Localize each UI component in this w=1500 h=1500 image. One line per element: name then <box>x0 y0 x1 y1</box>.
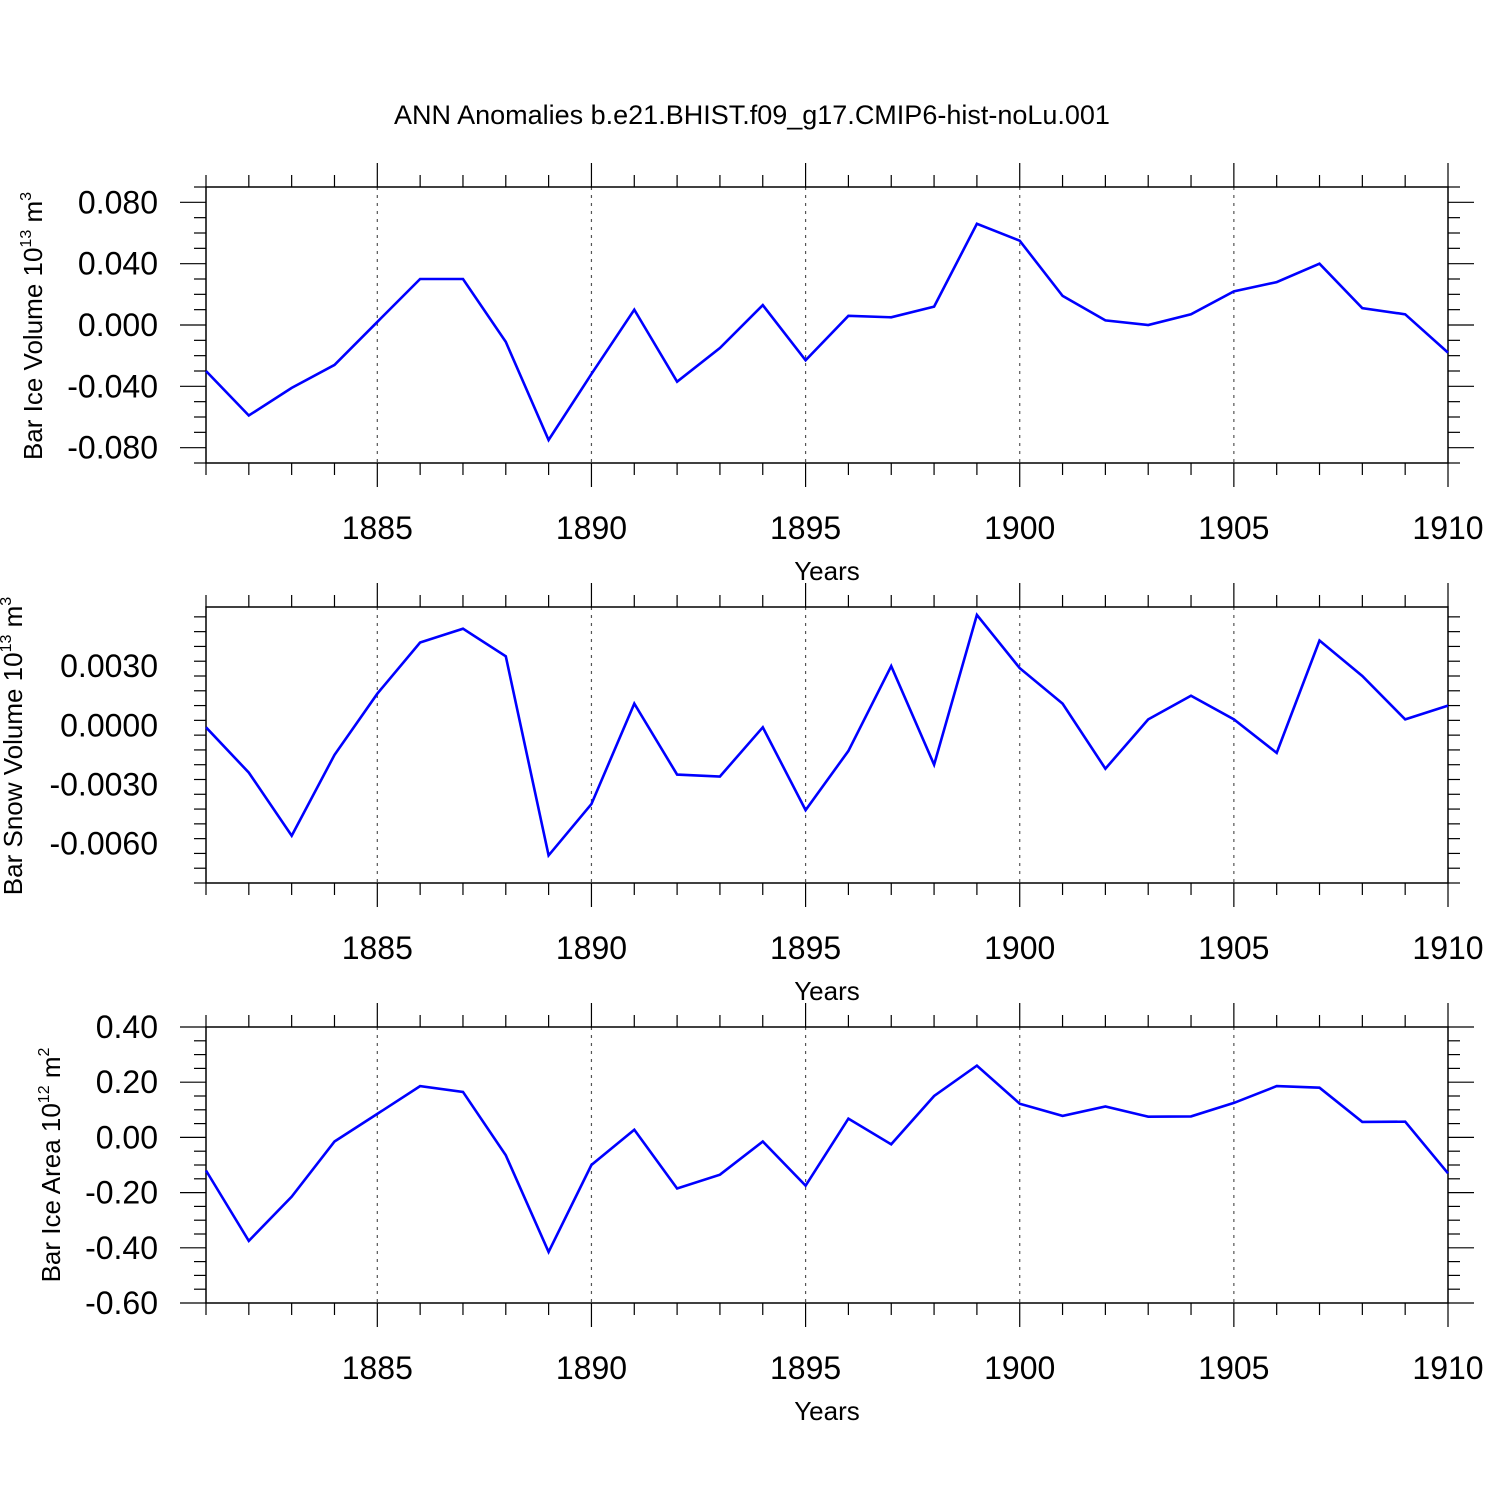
x-tick-label: 1910 <box>1412 510 1483 546</box>
chart-title: ANN Anomalies b.e21.BHIST.f09_g17.CMIP6-… <box>394 100 1110 130</box>
x-tick-label: 1890 <box>556 1350 627 1386</box>
y-tick-label: 0.0000 <box>60 707 158 743</box>
svg-text:Bar Ice Area 1012 m2: Bar Ice Area 1012 m2 <box>36 1047 66 1282</box>
panel-ice-volume: Bar Ice Volume 1013 m3 Years 1885 1890 189… <box>18 163 1484 586</box>
y-tick-label: 0.40 <box>96 1009 158 1045</box>
y-tick-label: 0.040 <box>78 246 158 282</box>
x-tick-label: 1900 <box>984 930 1055 966</box>
x-tick-label: 1895 <box>770 1350 841 1386</box>
plot-frame <box>205 606 1449 884</box>
y-tick-label: 0.0030 <box>60 648 158 684</box>
y-axis-label: Bar Snow Volume 1013 m3 <box>0 597 28 896</box>
svg-text:Bar Snow Volume 1013 m3: Bar Snow Volume 1013 m3 <box>0 597 28 896</box>
series-line <box>205 222 1449 443</box>
y-tick-label: 0.00 <box>96 1119 158 1155</box>
x-tick-label: 1900 <box>984 510 1055 546</box>
y-tick-label: -0.080 <box>67 430 158 466</box>
x-tick-label: 1885 <box>342 1350 413 1386</box>
x-tick-label: 1895 <box>770 930 841 966</box>
y-tick-label: 0.20 <box>96 1064 158 1100</box>
panel-ice-area: Bar Ice Area 1012 m2 Years 1885 1890 1895 1… <box>36 1003 1484 1426</box>
y-tick-label: -0.40 <box>85 1230 158 1266</box>
y-tick-label: 0.000 <box>78 307 158 343</box>
y-tick-label: -0.0030 <box>49 766 158 802</box>
x-tick-label: 1885 <box>342 510 413 546</box>
y-axis-label: Bar Ice Volume 1013 m3 <box>18 192 48 460</box>
x-tick-label: 1890 <box>556 510 627 546</box>
x-axis-label: Years <box>794 976 860 1006</box>
y-tick-label: -0.20 <box>85 1175 158 1211</box>
x-tick-label: 1885 <box>342 930 413 966</box>
panel-snow-volume: Bar Snow Volume 1013 m3 Years 1885 1890 18… <box>0 583 1484 1006</box>
y-tick-label: -0.040 <box>67 368 158 404</box>
y-axis-label: Bar Ice Area 1012 m2 <box>36 1047 66 1282</box>
x-tick-label: 1905 <box>1198 1350 1269 1386</box>
svg-text:Bar Ice Volume 1013 m3: Bar Ice Volume 1013 m3 <box>18 192 48 460</box>
series-line <box>205 612 1449 859</box>
x-tick-label: 1905 <box>1198 510 1269 546</box>
x-tick-label: 1895 <box>770 510 841 546</box>
y-tick-label: -0.60 <box>85 1285 158 1321</box>
x-tick-label: 1910 <box>1412 1350 1483 1386</box>
series-line <box>204 1063 1450 1255</box>
x-tick-label: 1890 <box>556 930 627 966</box>
x-axis-label: Years <box>794 1396 860 1426</box>
y-tick-label: -0.0060 <box>49 826 158 862</box>
y-tick-label: 0.080 <box>78 184 158 220</box>
x-tick-label: 1905 <box>1198 930 1269 966</box>
x-tick-label: 1910 <box>1412 930 1483 966</box>
x-tick-label: 1900 <box>984 1350 1055 1386</box>
x-axis-label: Years <box>794 556 860 586</box>
